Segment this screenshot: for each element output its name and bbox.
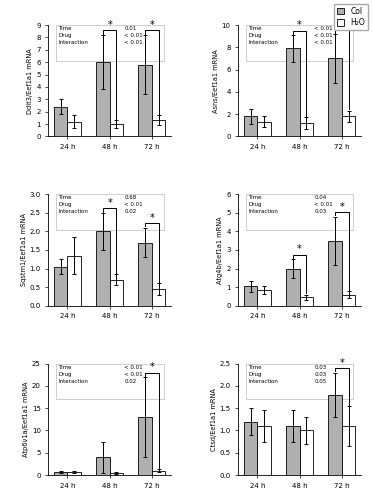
Text: *: * — [339, 202, 344, 211]
Y-axis label: Ddit3/Eef1a1 mRNA: Ddit3/Eef1a1 mRNA — [28, 48, 33, 114]
Text: 0.68
< 0.01
0.02: 0.68 < 0.01 0.02 — [124, 196, 143, 214]
Text: Time
Drug
Interaction: Time Drug Interaction — [248, 26, 278, 45]
Bar — [96, 62, 110, 136]
Bar — [244, 286, 257, 306]
Bar — [54, 106, 67, 136]
Text: Time
Drug
Interaction: Time Drug Interaction — [58, 364, 88, 384]
FancyBboxPatch shape — [246, 25, 353, 60]
Text: < 0.01
< 0.01
0.02: < 0.01 < 0.01 0.02 — [124, 364, 143, 384]
Bar — [54, 266, 67, 306]
Bar — [257, 122, 271, 136]
Bar — [342, 426, 355, 475]
Text: Time
Drug
Interaction: Time Drug Interaction — [248, 196, 278, 214]
Text: Time
Drug
Interaction: Time Drug Interaction — [248, 364, 278, 384]
Bar — [286, 48, 299, 136]
Bar — [328, 58, 342, 136]
Bar — [299, 298, 313, 306]
Bar — [152, 289, 165, 306]
Y-axis label: Atg4b/Eef1a1 mRNA: Atg4b/Eef1a1 mRNA — [217, 216, 223, 284]
Text: *: * — [150, 362, 154, 372]
Bar — [152, 470, 165, 475]
Bar — [257, 290, 271, 306]
Bar — [328, 240, 342, 306]
Bar — [138, 417, 152, 475]
Y-axis label: Ctsd/Eef1a1 mRNA: Ctsd/Eef1a1 mRNA — [211, 388, 217, 450]
Bar — [257, 426, 271, 475]
Y-axis label: Sqstm1/Eef1a1 mRNA: Sqstm1/Eef1a1 mRNA — [21, 214, 27, 286]
Text: *: * — [107, 198, 112, 208]
Text: 0.01
< 0.01
< 0.01: 0.01 < 0.01 < 0.01 — [124, 26, 143, 45]
FancyBboxPatch shape — [56, 194, 164, 230]
Bar — [110, 280, 123, 305]
FancyBboxPatch shape — [56, 25, 164, 60]
Text: *: * — [297, 244, 302, 254]
Text: Time
Drug
Interaction: Time Drug Interaction — [58, 196, 88, 214]
Bar — [110, 473, 123, 475]
Legend: Col, H₂O: Col, H₂O — [334, 4, 368, 30]
FancyBboxPatch shape — [246, 364, 353, 400]
Bar — [244, 116, 257, 136]
Text: *: * — [150, 20, 154, 30]
Bar — [54, 472, 67, 475]
Bar — [244, 422, 257, 475]
Bar — [67, 122, 81, 136]
Bar — [138, 64, 152, 136]
Bar — [152, 120, 165, 136]
Text: *: * — [297, 20, 302, 30]
Text: *: * — [339, 19, 344, 29]
Text: *: * — [150, 212, 154, 222]
Bar — [342, 294, 355, 306]
Text: Time
Drug
Interaction: Time Drug Interaction — [58, 26, 88, 45]
Bar — [299, 123, 313, 136]
Text: *: * — [107, 20, 112, 30]
Bar — [286, 426, 299, 475]
Text: 0.04
< 0.01
0.03: 0.04 < 0.01 0.03 — [314, 196, 333, 214]
Y-axis label: Asns/Eef1a1 mRNA: Asns/Eef1a1 mRNA — [213, 49, 219, 112]
Bar — [96, 457, 110, 475]
Bar — [138, 242, 152, 306]
Bar — [286, 268, 299, 306]
Bar — [67, 256, 81, 306]
Bar — [96, 232, 110, 306]
Y-axis label: Atp6v1a/Eef1a1 mRNA: Atp6v1a/Eef1a1 mRNA — [23, 382, 29, 457]
Bar — [110, 124, 123, 136]
Text: 0.03
0.03
0.05: 0.03 0.03 0.05 — [314, 364, 327, 384]
Bar — [67, 472, 81, 475]
FancyBboxPatch shape — [56, 364, 164, 400]
Bar — [299, 430, 313, 475]
Bar — [342, 116, 355, 136]
Bar — [328, 395, 342, 475]
Text: *: * — [339, 358, 344, 368]
FancyBboxPatch shape — [246, 194, 353, 230]
Text: < 0.01
< 0.01
< 0.01: < 0.01 < 0.01 < 0.01 — [314, 26, 333, 45]
